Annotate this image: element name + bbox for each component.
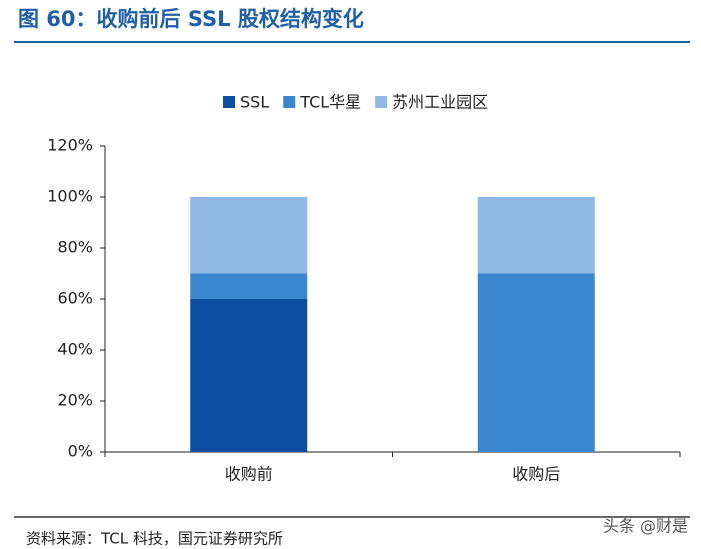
- legend-swatch: [283, 96, 296, 108]
- legend-label: TCL华星: [299, 93, 361, 112]
- y-tick-label: 20%: [57, 391, 93, 410]
- y-tick-label: 40%: [57, 340, 93, 359]
- page-title: 图 60：收购前后 SSL 股权结构变化: [18, 7, 364, 31]
- legend-label: SSL: [240, 93, 269, 112]
- legend-label: 苏州工业园区: [392, 93, 488, 112]
- legend-swatch: [223, 96, 235, 108]
- source-note: 资料来源：TCL 科技，国元证券研究所: [26, 530, 283, 548]
- bar-segment: [190, 299, 308, 452]
- legend-swatch: [375, 96, 388, 108]
- y-tick-label: 80%: [57, 238, 93, 257]
- y-tick-label: 100%: [47, 187, 93, 206]
- y-tick-label: 0%: [68, 442, 93, 461]
- x-tick-label: 收购前: [225, 465, 273, 484]
- watermark: 头条 @财是: [603, 517, 688, 536]
- bar-segment: [190, 273, 308, 299]
- bar-segment: [477, 273, 595, 452]
- y-tick-label: 60%: [57, 289, 93, 308]
- y-tick-label: 120%: [47, 136, 93, 155]
- bar-segment: [477, 197, 595, 274]
- bar-segment: [190, 197, 308, 274]
- x-tick-label: 收购后: [512, 465, 560, 484]
